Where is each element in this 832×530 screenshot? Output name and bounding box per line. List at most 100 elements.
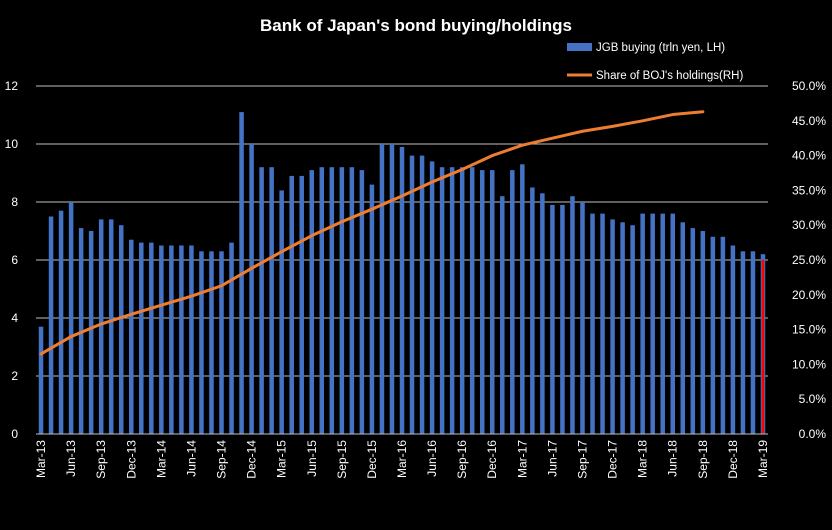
- bar: [88, 231, 94, 434]
- legend: JGB buying (trln yen, LH) Share of BOJ's…: [567, 42, 743, 82]
- right-axis-tick-label: 30.0%: [792, 218, 826, 232]
- bar: [489, 170, 495, 434]
- bar: [610, 219, 615, 434]
- left-axis-tick-label: 6: [11, 253, 18, 267]
- bar: [169, 245, 174, 434]
- bar: [149, 242, 154, 434]
- bar: [419, 155, 425, 434]
- bar: [620, 222, 625, 434]
- bar: [259, 167, 264, 434]
- bar: [640, 213, 645, 434]
- bar: [98, 219, 104, 434]
- bar: [510, 170, 515, 434]
- legend-bar-label: JGB buying (trln yen, LH): [596, 42, 725, 54]
- bar: [369, 184, 375, 434]
- bar: [459, 167, 465, 434]
- bar: [560, 204, 565, 434]
- x-axis-tick-label: Dec-13: [124, 440, 138, 479]
- bar: [690, 228, 696, 434]
- x-axis-tick-label: Jun-16: [425, 440, 439, 477]
- bar: [219, 251, 224, 434]
- bar: [269, 167, 274, 434]
- bar: [550, 204, 555, 434]
- bar-series: [38, 112, 766, 435]
- x-axis-tick-label: Jun-13: [64, 440, 78, 477]
- right-axis-tick-label: 20.0%: [792, 288, 826, 302]
- bar: [429, 161, 435, 434]
- bar: [500, 196, 505, 434]
- bar: [319, 167, 325, 434]
- bar: [48, 216, 54, 434]
- bar: [650, 213, 655, 434]
- right-axis-tick-label: 5.0%: [799, 392, 827, 406]
- left-axis-tick-label: 0: [11, 427, 18, 441]
- x-axis-tick-label: Jun-18: [666, 440, 680, 477]
- x-axis-tick-label: Mar-15: [275, 440, 289, 478]
- legend-bar-swatch: [567, 43, 592, 51]
- bar: [530, 187, 535, 434]
- bar: [129, 239, 134, 434]
- bar: [680, 222, 686, 434]
- right-axis-tick-label: 25.0%: [792, 253, 826, 267]
- bar: [229, 242, 234, 434]
- bar: [329, 167, 335, 434]
- bar: [299, 175, 304, 434]
- bar: [469, 167, 475, 434]
- bar: [750, 251, 756, 434]
- bar: [189, 245, 194, 434]
- bar: [339, 167, 345, 434]
- bar: [710, 236, 716, 434]
- bar: [630, 225, 635, 434]
- bar: [38, 326, 44, 434]
- x-axis-tick-label: Dec-17: [606, 440, 620, 479]
- bar: [139, 242, 144, 434]
- bar: [740, 251, 746, 434]
- right-axis-tick-label: 0.0%: [799, 427, 827, 441]
- right-axis-tick-label: 10.0%: [792, 357, 826, 371]
- bar: [68, 202, 74, 434]
- bar: [359, 170, 365, 434]
- bar: [289, 175, 294, 434]
- x-axis-tick-label: Mar-14: [154, 440, 168, 478]
- x-axis-tick-label: Mar-17: [515, 440, 529, 478]
- left-axis-tick-label: 2: [11, 369, 18, 383]
- x-axis-tick-label: Sep-14: [215, 440, 229, 479]
- x-axis-tick-label: Jun-15: [305, 440, 319, 477]
- chart-title: Bank of Japan's bond buying/holdings: [260, 16, 572, 35]
- bar: [389, 144, 395, 434]
- x-axis-tick-label: Mar-16: [395, 440, 409, 478]
- x-axis-tick-label: Mar-19: [756, 440, 770, 478]
- right-axis-tick-label: 40.0%: [792, 149, 826, 163]
- bar: [600, 213, 605, 434]
- bar: [570, 196, 575, 434]
- bar: [399, 146, 405, 434]
- x-axis-tick-label: Jun-14: [184, 440, 198, 477]
- x-axis-tick-label: Sep-13: [94, 440, 108, 479]
- left-axis-tick-label: 10: [5, 137, 19, 151]
- bar: [279, 190, 284, 434]
- bar: [670, 213, 675, 434]
- x-axis-tick-label: Mar-18: [636, 440, 650, 478]
- bar: [179, 245, 184, 434]
- bar: [58, 210, 64, 434]
- x-axis-tick-label: Dec-16: [485, 440, 499, 479]
- bar: [700, 231, 706, 434]
- bar: [379, 144, 385, 434]
- bar: [580, 202, 585, 434]
- x-axis-tick-label: Sep-17: [575, 440, 589, 479]
- left-axis-tick-label: 8: [11, 195, 18, 209]
- x-axis-tick-label: Dec-18: [726, 440, 740, 479]
- bar: [479, 170, 485, 434]
- x-axis-tick-label: Sep-18: [696, 440, 710, 479]
- right-axis-tick-label: 50.0%: [792, 79, 826, 93]
- x-axis-tick-label: Mar-13: [34, 440, 48, 478]
- bar: [159, 245, 164, 434]
- bar: [590, 213, 595, 434]
- bar: [660, 213, 665, 434]
- bar: [249, 144, 254, 434]
- bar: [730, 245, 736, 434]
- left-axis-tick-label: 12: [5, 79, 19, 93]
- bar: [199, 251, 204, 434]
- share-line: [39, 110, 705, 356]
